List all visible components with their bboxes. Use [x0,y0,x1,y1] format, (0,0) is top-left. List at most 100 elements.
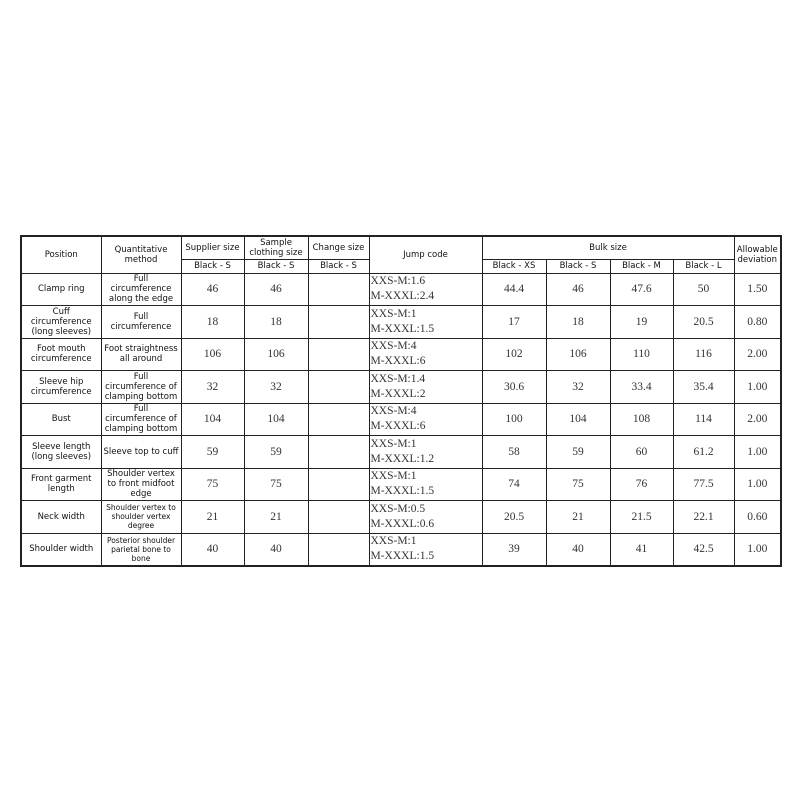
cell-jump-code: XXS-M:0.5 M-XXXL:0.6 [368,500,483,534]
cell-bulk-m: 110 [609,337,674,371]
jump-code-xxs-m: XXS-M:1 [370,535,417,547]
cell-deviation: 0.60 [733,500,782,534]
subheader-bulk-s: Black - S [545,258,611,274]
cell-bulk-s: 104 [545,402,611,436]
cell-position: Bust [20,402,102,436]
cell-bulk-l: 114 [672,402,735,436]
cell-position: Sleeve hip circumference [20,370,102,404]
cell-change-size [307,272,370,306]
cell-method: Foot straightness all around [100,337,182,371]
cell-change-size [307,500,370,534]
jump-code-xxs-m: XXS-M:4 [370,405,417,418]
cell-bulk-m: 41 [609,532,674,566]
table-body: Clamp ring Full circumference along the e… [20,272,782,566]
cell-deviation: 2.00 [733,337,782,371]
cell-bulk-l: 22.1 [672,500,735,534]
cell-bulk-m: 21.5 [609,500,674,534]
jump-code-m-xxxl: M-XXXL:1.5 [370,322,435,335]
header-jump-code: Jump code [368,235,483,274]
cell-bulk-s: 21 [545,500,611,534]
table-row: Shoulder width Posterior shoulder parieta… [20,532,782,566]
table-row: Cuff circumference (long sleeves) Full ci… [20,305,782,339]
jump-code-m-xxxl: M-XXXL:2 [370,387,426,400]
cell-sample-size: 18 [243,305,309,339]
cell-sample-size: 32 [243,370,309,404]
cell-jump-code: XXS-M:1.4 M-XXXL:2 [368,370,483,404]
jump-code-m-xxxl: M-XXXL:1.5 [370,485,435,498]
cell-sample-size: 21 [243,500,309,534]
header-row: Position Quantitative method Supplier si… [20,235,782,274]
cell-supplier-size: 75 [180,467,245,501]
cell-bulk-xs: 74 [481,467,547,501]
jump-code-xxs-m: XXS-M:4 [370,340,417,353]
cell-sample-size: 59 [243,435,309,469]
cell-change-size [307,467,370,501]
cell-method: Full circumference of clamping bottom [100,402,182,436]
jump-code-m-xxxl: M-XXXL:1.2 [370,452,435,465]
cell-change-size [307,337,370,371]
cell-method: Full circumference along the edge [100,272,182,306]
cell-bulk-l: 116 [672,337,735,371]
cell-bulk-s: 59 [545,435,611,469]
cell-position: Shoulder width [20,532,102,566]
cell-bulk-m: 60 [609,435,674,469]
cell-bulk-m: 19 [609,305,674,339]
cell-jump-code: XXS-M:1 M-XXXL:1.5 [368,532,483,566]
cell-method: Full circumference of clamping bottom [100,370,182,404]
cell-bulk-m: 76 [609,467,674,501]
header-method: Quantitative method [100,235,182,274]
cell-jump-code: XXS-M:1 M-XXXL:1.2 [368,435,483,469]
cell-position: Front garment length [20,467,102,501]
cell-bulk-xs: 20.5 [481,500,547,534]
cell-bulk-l: 35.4 [672,370,735,404]
cell-jump-code: XXS-M:1 M-XXXL:1.5 [368,305,483,339]
table-row: Sleeve length (long sleeves) Sleeve top t… [20,435,782,469]
cell-position: Sleeve length (long sleeves) [20,435,102,469]
jump-code-xxs-m: XXS-M:1.6 [370,275,426,288]
jump-code-m-xxxl: M-XXXL:6 [370,420,426,433]
cell-change-size [307,435,370,469]
header-change-size: Change size [307,235,370,260]
cell-bulk-xs: 58 [481,435,547,469]
header-position: Position [20,235,102,274]
cell-supplier-size: 104 [180,402,245,436]
size-chart-table: Position Quantitative method Supplier si… [20,235,782,567]
cell-method: Shoulder vertex to shoulder vertex degre… [100,500,182,534]
cell-sample-size: 46 [243,272,309,306]
cell-supplier-size: 46 [180,272,245,306]
cell-bulk-xs: 44.4 [481,272,547,306]
cell-bulk-s: 46 [545,272,611,306]
cell-bulk-xs: 17 [481,305,547,339]
cell-sample-size: 40 [243,532,309,566]
cell-bulk-l: 77.5 [672,467,735,501]
cell-change-size [307,305,370,339]
cell-supplier-size: 59 [180,435,245,469]
cell-position: Foot mouth circumference [20,337,102,371]
cell-bulk-m: 108 [609,402,674,436]
cell-supplier-size: 21 [180,500,245,534]
jump-code-xxs-m: XXS-M:1 [370,307,417,320]
table-row: Neck width Shoulder vertex to shoulder ve… [20,500,782,534]
jump-code-m-xxxl: M-XXXL:2.4 [370,290,435,303]
cell-change-size [307,402,370,436]
cell-supplier-size: 106 [180,337,245,371]
cell-sample-size: 106 [243,337,309,371]
cell-bulk-l: 20.5 [672,305,735,339]
jump-code-m-xxxl: M-XXXL:1.5 [370,550,435,562]
cell-bulk-s: 18 [545,305,611,339]
cell-method: Posterior shoulder parietal bone to bone [100,532,182,566]
cell-position: Neck width [20,500,102,534]
cell-bulk-xs: 39 [481,532,547,566]
cell-jump-code: XXS-M:4 M-XXXL:6 [368,337,483,371]
cell-bulk-s: 106 [545,337,611,371]
cell-supplier-size: 18 [180,305,245,339]
subheader-row: Black - S Black - S Black - S Black - XS… [21,258,781,274]
cell-bulk-xs: 102 [481,337,547,371]
cell-deviation: 1.00 [733,532,782,566]
cell-bulk-s: 40 [545,532,611,566]
cell-sample-size: 104 [243,402,309,436]
table-row: Front garment length Shoulder vertex to f… [20,467,782,501]
jump-code-m-xxxl: M-XXXL:0.6 [370,517,435,530]
cell-deviation: 2.00 [733,402,782,436]
subheader-bulk-m: Black - M [609,258,674,274]
